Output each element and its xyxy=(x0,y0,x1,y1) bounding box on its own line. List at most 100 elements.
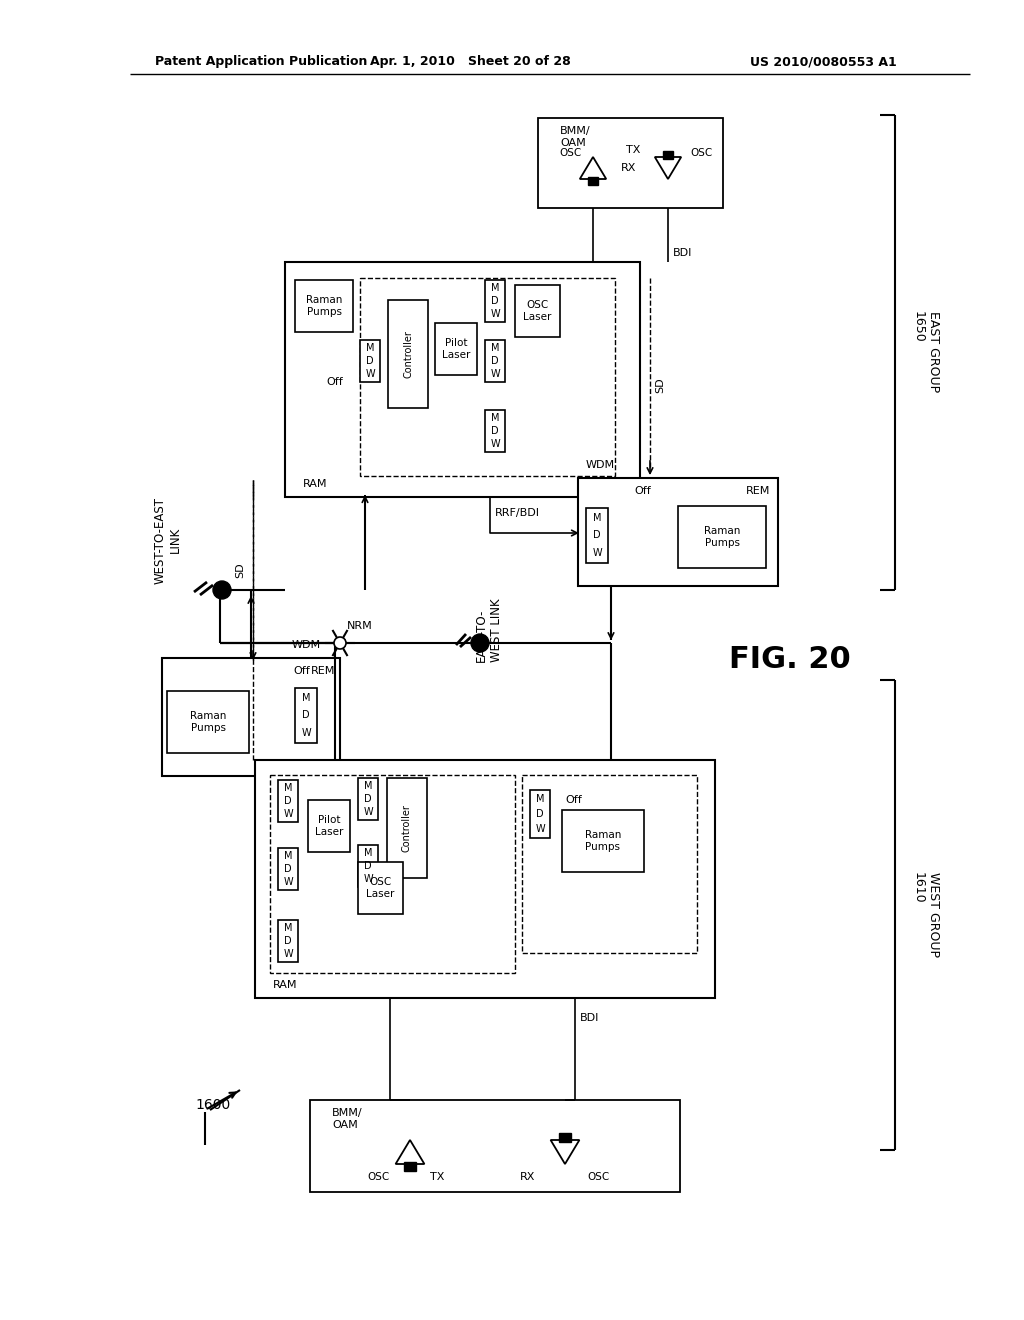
Bar xyxy=(387,777,427,878)
Bar xyxy=(559,1133,571,1142)
Text: SD: SD xyxy=(655,378,665,393)
Circle shape xyxy=(334,638,346,649)
Text: US 2010/0080553 A1: US 2010/0080553 A1 xyxy=(750,55,897,69)
Text: Raman
Pumps: Raman Pumps xyxy=(703,527,740,548)
Bar xyxy=(515,285,560,337)
Text: W: W xyxy=(284,809,293,820)
Text: W: W xyxy=(536,825,545,834)
Text: D: D xyxy=(285,936,292,946)
Text: D: D xyxy=(302,710,310,721)
Bar xyxy=(358,862,403,913)
Text: M: M xyxy=(284,923,292,932)
Bar xyxy=(285,261,640,498)
Text: D: D xyxy=(492,296,499,306)
Bar xyxy=(435,323,477,375)
Bar xyxy=(678,506,766,568)
Bar xyxy=(308,800,350,851)
Bar xyxy=(530,789,550,838)
Bar xyxy=(270,775,515,973)
Text: D: D xyxy=(365,861,372,871)
Text: M: M xyxy=(366,343,374,352)
Text: RAM: RAM xyxy=(273,979,298,990)
Bar xyxy=(360,279,615,477)
Text: Off: Off xyxy=(565,795,582,805)
Text: W: W xyxy=(364,874,373,884)
Text: D: D xyxy=(285,796,292,807)
Text: W: W xyxy=(592,548,602,558)
Bar xyxy=(295,280,353,333)
Text: Off: Off xyxy=(294,667,310,676)
Text: Controller: Controller xyxy=(402,804,412,851)
Text: OSC
Laser: OSC Laser xyxy=(523,300,552,322)
Bar xyxy=(485,280,505,322)
Bar xyxy=(388,300,428,408)
Text: FIG. 20: FIG. 20 xyxy=(729,645,851,675)
Text: BDI: BDI xyxy=(673,248,692,257)
Text: Off: Off xyxy=(635,486,651,496)
Text: WDM: WDM xyxy=(292,640,321,649)
Text: TX: TX xyxy=(626,145,640,154)
Text: M: M xyxy=(490,282,500,293)
Bar xyxy=(485,341,505,381)
Text: D: D xyxy=(537,809,544,818)
Text: D: D xyxy=(492,356,499,366)
Circle shape xyxy=(471,634,489,652)
Text: RX: RX xyxy=(621,162,636,173)
Text: WEST GROUP
1610: WEST GROUP 1610 xyxy=(912,873,940,957)
Bar xyxy=(278,780,298,822)
Text: M: M xyxy=(536,793,544,804)
Text: W: W xyxy=(366,370,375,379)
Bar xyxy=(278,847,298,890)
Bar xyxy=(586,508,608,564)
Text: OSC: OSC xyxy=(587,1172,609,1181)
Bar xyxy=(522,775,697,953)
Bar xyxy=(358,845,378,887)
Text: M: M xyxy=(490,413,500,422)
Text: Patent Application Publication: Patent Application Publication xyxy=(155,55,368,69)
Bar xyxy=(538,117,723,209)
Text: M: M xyxy=(364,780,373,791)
Text: BMM/
OAM: BMM/ OAM xyxy=(560,125,591,148)
Text: D: D xyxy=(367,356,374,366)
Text: RAM: RAM xyxy=(303,479,328,488)
Text: REM: REM xyxy=(745,486,770,496)
Text: WEST-TO-EAST
LINK: WEST-TO-EAST LINK xyxy=(154,496,182,583)
Text: M: M xyxy=(284,783,292,792)
Text: SD: SD xyxy=(234,562,245,578)
Text: Raman
Pumps: Raman Pumps xyxy=(585,830,622,851)
Text: D: D xyxy=(365,795,372,804)
Text: BMM/
OAM: BMM/ OAM xyxy=(332,1107,362,1130)
Text: M: M xyxy=(364,847,373,858)
Bar xyxy=(663,150,673,158)
Text: Off: Off xyxy=(327,378,343,387)
Text: Pilot
Laser: Pilot Laser xyxy=(441,338,470,360)
Bar xyxy=(578,478,778,586)
Text: W: W xyxy=(284,949,293,960)
Text: OSC: OSC xyxy=(690,148,713,158)
Text: REM: REM xyxy=(310,667,335,676)
Text: 1600: 1600 xyxy=(195,1098,230,1111)
Bar xyxy=(295,688,317,743)
Bar xyxy=(485,411,505,451)
Bar xyxy=(310,1100,680,1192)
Text: W: W xyxy=(301,729,311,738)
Text: W: W xyxy=(364,808,373,817)
Bar xyxy=(167,690,249,752)
Text: TX: TX xyxy=(430,1172,444,1181)
Bar xyxy=(162,657,340,776)
Text: EAST-TO-
WEST LINK: EAST-TO- WEST LINK xyxy=(475,598,503,661)
Bar xyxy=(562,810,644,873)
Bar xyxy=(404,1162,416,1171)
Text: OSC: OSC xyxy=(367,1172,389,1181)
Bar xyxy=(360,341,380,381)
Text: W: W xyxy=(490,309,500,319)
Text: OSC: OSC xyxy=(560,148,582,158)
Text: OSC
Laser: OSC Laser xyxy=(367,878,394,899)
Bar xyxy=(588,177,598,185)
Bar xyxy=(255,760,715,998)
Text: Raman
Pumps: Raman Pumps xyxy=(189,711,226,733)
Text: W: W xyxy=(490,440,500,449)
Text: D: D xyxy=(593,531,601,540)
Text: Raman
Pumps: Raman Pumps xyxy=(306,296,342,317)
Text: EAST GROUP
1650: EAST GROUP 1650 xyxy=(912,312,940,392)
